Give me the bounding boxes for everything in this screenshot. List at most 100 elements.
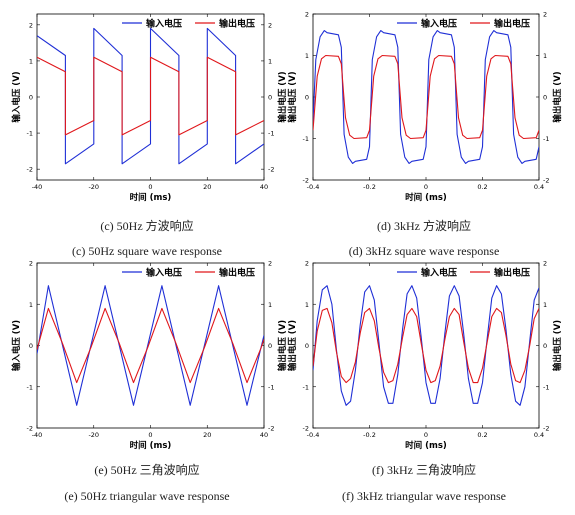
y-axis-label-right: 输出电压 (V) <box>277 71 288 122</box>
y-axis-label-left: 输入电压 (V) <box>11 71 22 122</box>
y-tick-label-left: 0 <box>29 342 33 350</box>
x-tick-label: 0.4 <box>534 431 544 439</box>
legend-label-0: 输入电压 <box>421 267 457 279</box>
y-tick-label-right: 2 <box>268 21 272 29</box>
series-line-0 <box>313 30 539 164</box>
x-tick-label: -40 <box>32 183 43 191</box>
caption-en: (e) 50Hz triangular wave response <box>64 489 229 503</box>
y-tick-label-right: -1 <box>543 135 549 143</box>
legend-label-0: 输入电压 <box>146 267 182 279</box>
x-axis-label: 时间 (ms) <box>405 440 447 451</box>
caption-en: (c) 50Hz square wave response <box>72 244 222 258</box>
y-tick-label-left: 2 <box>305 11 309 19</box>
x-tick-label: 0 <box>148 431 152 439</box>
y-tick-label-right: 1 <box>268 57 272 65</box>
x-tick-label: 40 <box>260 183 268 191</box>
y-axis-label-left: 输出电压 (V) <box>287 320 298 371</box>
legend-label-0: 输入电压 <box>421 18 457 30</box>
y-tick-label-right: 2 <box>543 260 547 268</box>
x-axis-label: 时间 (ms) <box>130 440 172 451</box>
caption-cn: (c) 50Hz 方波响应 <box>100 218 193 233</box>
series-line-0 <box>313 285 539 406</box>
y-tick-label-right: -2 <box>268 425 274 433</box>
plot-frame <box>312 13 540 181</box>
y-tick-label-right: -2 <box>543 177 549 185</box>
y-tick-label-right: 0 <box>268 94 272 102</box>
x-tick-label: -0.4 <box>307 183 320 191</box>
y-tick-label-right: 1 <box>543 301 547 309</box>
x-tick-label: -40 <box>32 431 43 439</box>
legend-label-1: 输出电压 <box>219 18 255 30</box>
x-tick-label: 20 <box>203 183 211 191</box>
y-tick-label-right: 0 <box>543 342 547 350</box>
x-tick-label: 0.2 <box>477 431 487 439</box>
y-tick-label-left: 1 <box>305 301 309 309</box>
series-line-1 <box>313 54 539 140</box>
y-axis-label-right: 输出电压 (V) <box>552 71 563 122</box>
legend-label-1: 输出电压 <box>219 267 255 279</box>
y-tick-label-left: -1 <box>27 383 33 391</box>
y-tick-label-left: -1 <box>303 383 309 391</box>
caption-cn: (e) 50Hz 三角波响应 <box>94 462 199 477</box>
series-line-1 <box>313 307 539 384</box>
legend-label-1: 输出电压 <box>494 267 530 279</box>
x-tick-label: 0.4 <box>534 183 544 191</box>
legend-label-0: 输入电压 <box>146 18 182 30</box>
series-line-1 <box>37 56 264 136</box>
y-tick-label-left: -1 <box>27 130 33 138</box>
y-tick-label-left: 0 <box>305 342 309 350</box>
plot-frame <box>312 262 540 429</box>
y-tick-label-right: -1 <box>268 130 274 138</box>
y-tick-label-left: 2 <box>305 260 309 268</box>
y-tick-label-left: -2 <box>303 177 309 185</box>
caption-en: (d) 3kHz square wave response <box>349 244 500 258</box>
plot-frame <box>36 262 265 429</box>
y-tick-label-right: 1 <box>268 301 272 309</box>
y-tick-label-left: -1 <box>303 135 309 143</box>
y-tick-label-right: 0 <box>268 342 272 350</box>
y-axis-label-right: 输出电压 (V) <box>277 320 288 371</box>
x-axis-label: 时间 (ms) <box>130 192 172 203</box>
y-tick-label-left: -2 <box>27 425 33 433</box>
x-tick-label: -0.2 <box>363 183 376 191</box>
y-tick-label-right: 2 <box>543 11 547 19</box>
y-tick-label-right: -1 <box>543 383 549 391</box>
y-tick-label-right: 0 <box>543 94 547 102</box>
y-tick-label-left: 1 <box>29 301 33 309</box>
y-tick-label-left: 2 <box>29 21 33 29</box>
caption-cn: (f) 3kHz 三角波响应 <box>372 462 476 477</box>
caption-en: (f) 3kHz triangular wave response <box>342 489 506 503</box>
y-tick-label-right: -2 <box>268 166 274 174</box>
y-tick-label-left: 1 <box>305 52 309 60</box>
y-axis-label-left: 输入电压 (V) <box>11 320 22 371</box>
y-tick-label-right: 1 <box>543 52 547 60</box>
x-tick-label: 40 <box>260 431 268 439</box>
x-tick-label: 20 <box>203 431 211 439</box>
x-tick-label: 0.2 <box>477 183 487 191</box>
caption-cn: (d) 3kHz 方波响应 <box>377 218 471 233</box>
y-tick-label-left: -2 <box>303 425 309 433</box>
y-axis-label-left: 输出电压 (V) <box>287 71 298 122</box>
y-tick-label-left: 0 <box>29 94 33 102</box>
y-tick-label-left: -2 <box>27 166 33 174</box>
x-tick-label: 0 <box>424 431 428 439</box>
y-tick-label-right: 2 <box>268 260 272 268</box>
x-tick-label: 0 <box>148 183 152 191</box>
series-line-1 <box>37 307 264 384</box>
x-tick-label: -20 <box>88 431 99 439</box>
y-axis-label-right: 输出电压 (V) <box>552 320 563 371</box>
x-tick-label: -20 <box>88 183 99 191</box>
y-tick-label-left: 1 <box>29 57 33 65</box>
legend-label-1: 输出电压 <box>494 18 530 30</box>
x-axis-label: 时间 (ms) <box>405 192 447 203</box>
x-tick-label: 0 <box>424 183 428 191</box>
y-tick-label-left: 0 <box>305 94 309 102</box>
y-tick-label-right: -1 <box>268 383 274 391</box>
x-tick-label: -0.4 <box>307 431 320 439</box>
y-tick-label-right: -2 <box>543 425 549 433</box>
